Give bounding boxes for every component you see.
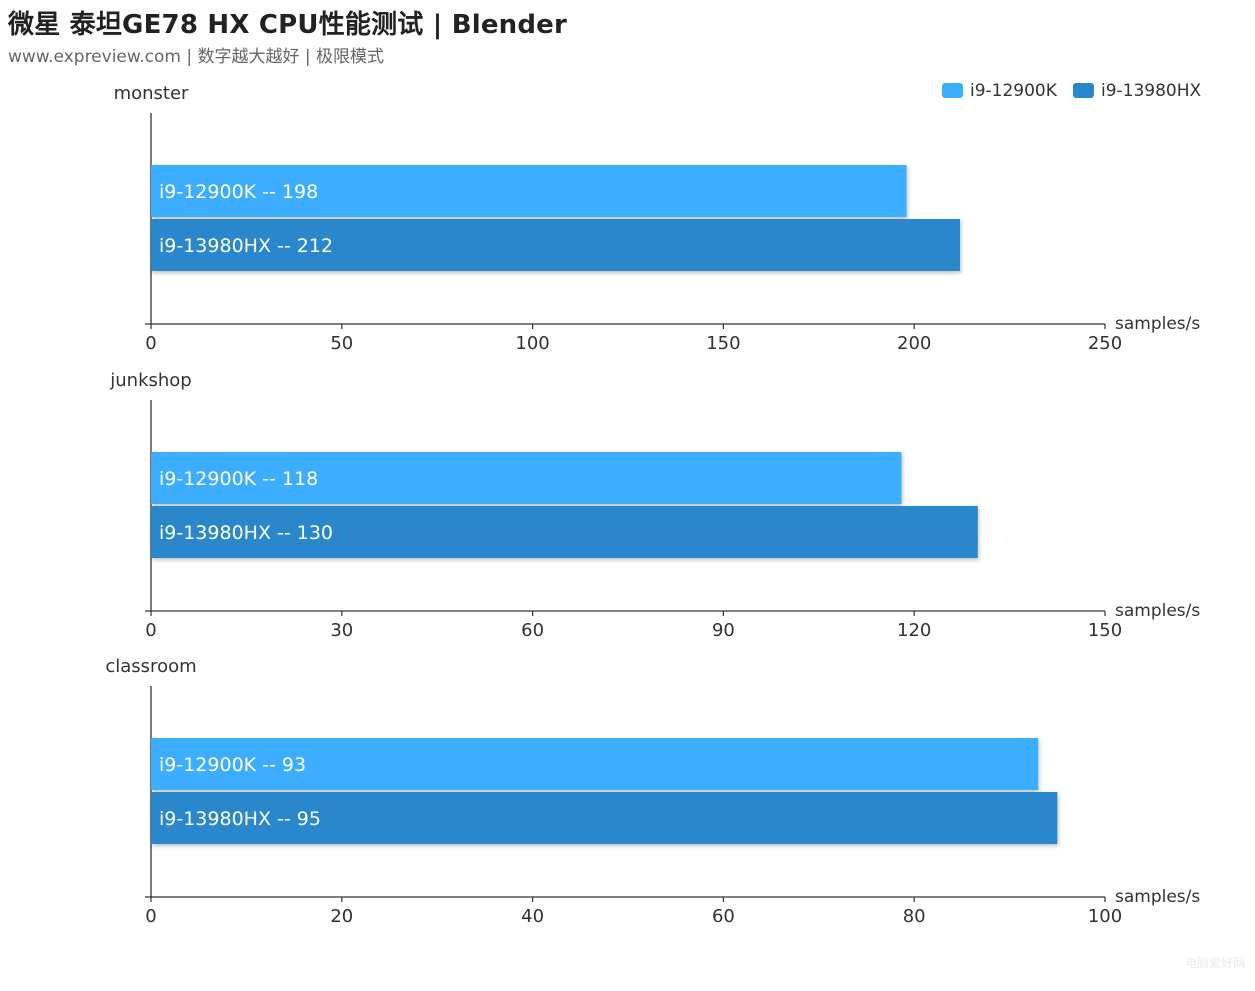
x-tick-label: 0 xyxy=(145,906,156,927)
bar-label: i9-12900K -- 198 xyxy=(159,181,318,203)
x-tick-label: 60 xyxy=(521,620,544,641)
x-tick-label: 200 xyxy=(897,333,931,354)
x-tick-label: 100 xyxy=(515,333,549,354)
bar-i9-12900K[interactable] xyxy=(151,452,902,504)
legend-item-1[interactable]: i9-12900K xyxy=(942,81,1058,101)
bar-i9-12900K[interactable] xyxy=(151,165,907,217)
bar-i9-13980HX[interactable] xyxy=(151,792,1058,844)
x-tick-label: 120 xyxy=(897,620,931,641)
x-axis-unit: samples/s xyxy=(1115,887,1200,907)
x-tick-label: 20 xyxy=(330,906,353,927)
panel-title: classroom xyxy=(105,656,196,677)
bar-i9-13980HX[interactable] xyxy=(151,506,978,558)
legend-label: i9-13980HX xyxy=(1101,81,1202,101)
x-tick-label: 150 xyxy=(1088,620,1122,641)
x-tick-label: 90 xyxy=(712,620,735,641)
chart-title: 微星 泰坦GE78 HX CPU性能测试 | Blender xyxy=(8,10,568,40)
x-tick-label: 150 xyxy=(706,333,740,354)
panel-title: junkshop xyxy=(109,370,191,391)
panel-title: monster xyxy=(114,83,189,104)
x-axis-unit: samples/s xyxy=(1115,314,1200,334)
x-tick-label: 30 xyxy=(330,620,353,641)
watermark: 电脑爱好网 xyxy=(1184,956,1245,970)
bar-label: i9-13980HX -- 212 xyxy=(159,235,333,257)
x-tick-label: 250 xyxy=(1088,333,1122,354)
x-tick-label: 0 xyxy=(145,620,156,641)
legend-swatch xyxy=(1073,83,1094,98)
x-tick-label: 80 xyxy=(903,906,926,927)
legend-label: i9-12900K xyxy=(970,81,1058,101)
x-tick-label: 50 xyxy=(330,333,353,354)
x-tick-label: 40 xyxy=(521,906,544,927)
bar-label: i9-12900K -- 93 xyxy=(159,754,306,776)
x-tick-label: 60 xyxy=(712,906,735,927)
bar-i9-13980HX[interactable] xyxy=(151,219,960,271)
x-axis-unit: samples/s xyxy=(1115,601,1200,621)
legend-item-2[interactable]: i9-13980HX xyxy=(1073,81,1202,101)
bar-label: i9-13980HX -- 130 xyxy=(159,522,333,544)
x-tick-label: 0 xyxy=(145,333,156,354)
bar-label: i9-12900K -- 118 xyxy=(159,468,318,490)
legend-swatch xyxy=(942,83,963,98)
legend: i9-12900K i9-13980HX xyxy=(942,81,1202,101)
x-tick-label: 100 xyxy=(1088,906,1122,927)
bar-i9-12900K[interactable] xyxy=(151,738,1039,790)
bar-label: i9-13980HX -- 95 xyxy=(159,808,321,830)
chart-subtitle: www.expreview.com | 数字越大越好 | 极限模式 xyxy=(8,47,385,67)
